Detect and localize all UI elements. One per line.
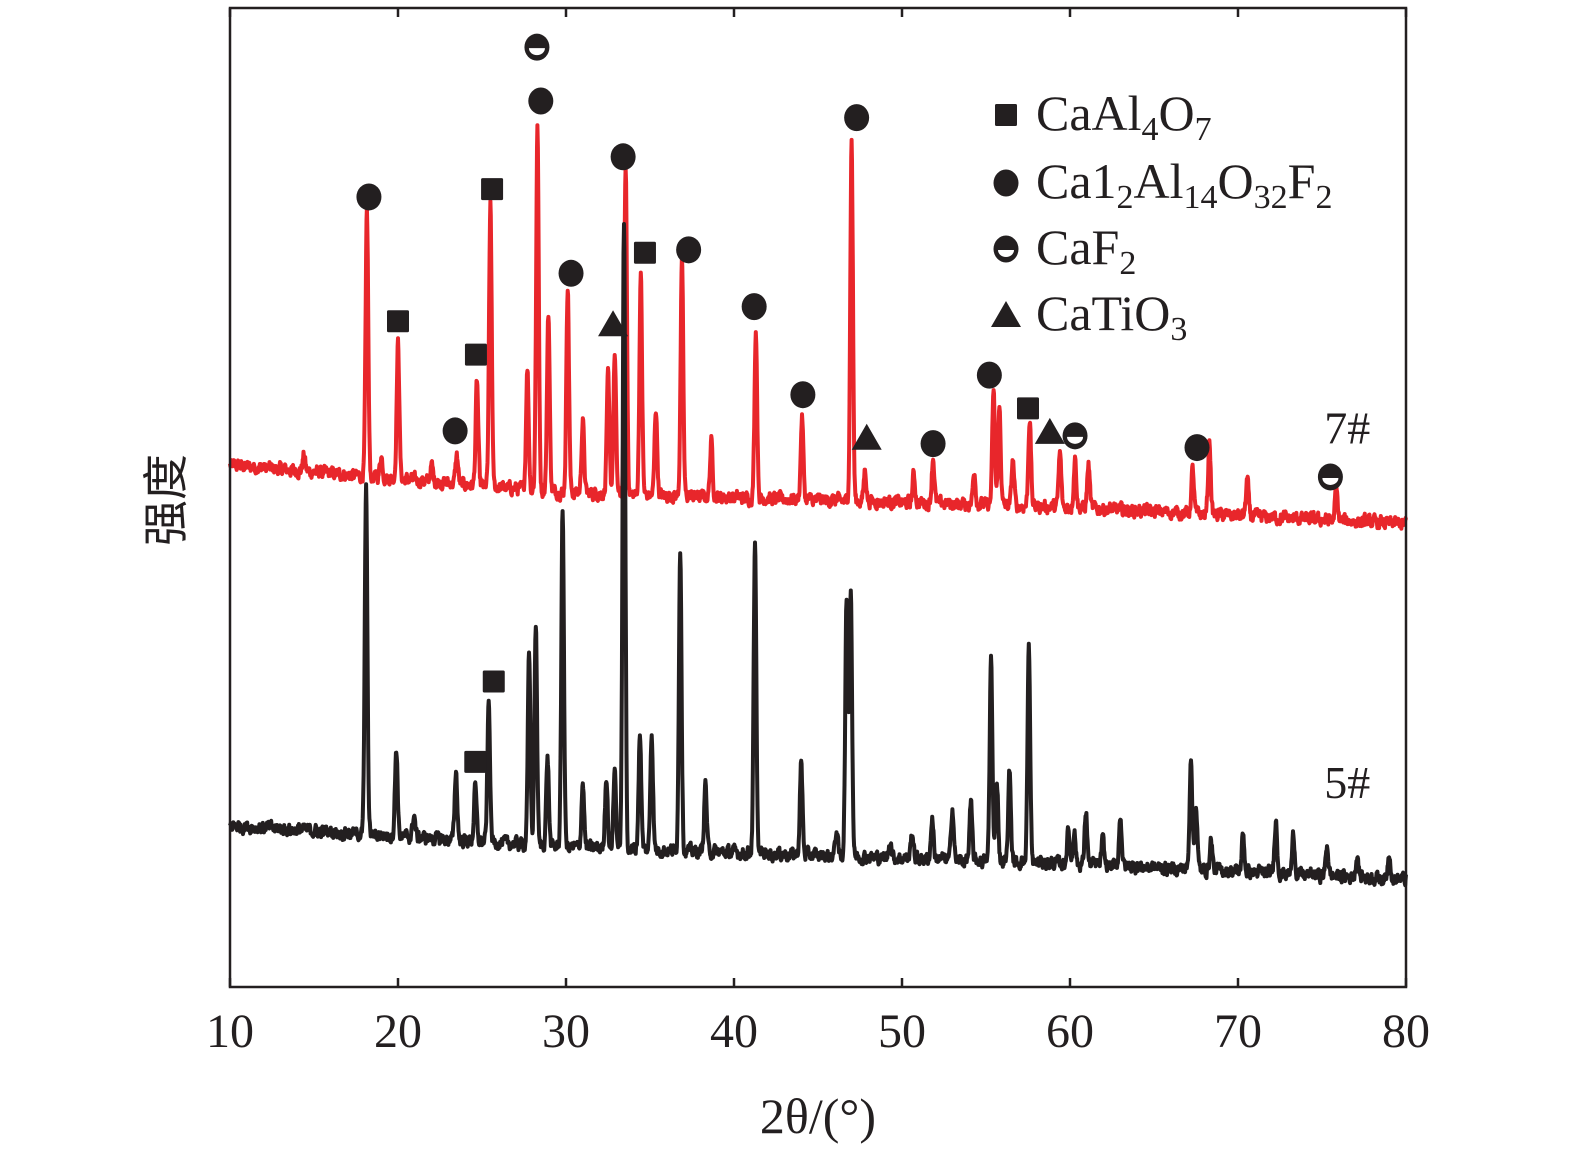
- phase-square-marker: [482, 670, 505, 693]
- x-axis: 10 20 30 40 50 60 70 80: [206, 8, 1430, 1058]
- series-line-5: [228, 222, 1408, 888]
- x-tick-label: 20: [374, 1005, 422, 1058]
- series-labels: 7# 5#: [1324, 403, 1370, 808]
- legend-item: CaAl4O7: [995, 85, 1212, 148]
- phase-circle-marker: [442, 417, 468, 445]
- x-tick-label: 40: [710, 1005, 758, 1058]
- series-label: 5#: [1324, 757, 1370, 808]
- legend-label: Ca12Al14O32F2: [1036, 153, 1332, 216]
- phase-square-marker: [464, 750, 487, 773]
- phase-circle-marker: [558, 259, 584, 287]
- x-tick-label: 10: [206, 1005, 254, 1058]
- phase-half-circle-marker: [1317, 463, 1343, 491]
- legend-label: CaF2: [1036, 219, 1136, 282]
- marker-layer: [356, 33, 1343, 773]
- phase-circle-marker: [1184, 434, 1210, 462]
- series-layer: [228, 123, 1408, 888]
- phase-circle-marker: [920, 430, 946, 458]
- phase-triangle-marker: [851, 423, 882, 450]
- x-tick-label: 60: [1046, 1005, 1094, 1058]
- legend-item: CaF2: [993, 219, 1136, 282]
- x-tick-label: 70: [1214, 1005, 1262, 1058]
- legend-square-marker: [995, 104, 1017, 126]
- legend-half-circle-marker: [993, 235, 1019, 263]
- phase-circle-marker: [741, 293, 767, 321]
- phase-circle-marker: [976, 361, 1002, 389]
- phase-triangle-marker: [598, 310, 629, 337]
- phase-circle-marker: [610, 143, 636, 171]
- legend-item: Ca12Al14O32F2: [993, 153, 1332, 216]
- legend-triangle-marker: [991, 301, 1021, 327]
- series-line-7: [228, 123, 1408, 531]
- y-axis-label: 强度: [139, 454, 193, 546]
- phase-square-marker: [1017, 397, 1039, 420]
- x-tick-label: 80: [1382, 1005, 1430, 1058]
- phase-half-circle-marker: [524, 33, 550, 61]
- phase-square-marker: [387, 310, 409, 333]
- legend-item: CaTiO3: [991, 285, 1187, 348]
- phase-square-marker: [633, 241, 656, 264]
- phase-triangle-marker: [1034, 417, 1065, 444]
- plot-frame: [228, 6, 1408, 989]
- phase-square-marker: [464, 343, 487, 366]
- series-label: 7#: [1324, 403, 1370, 454]
- phase-circle-marker: [844, 104, 870, 132]
- legend-circle-marker: [993, 169, 1019, 197]
- legend-label: CaAl4O7: [1036, 85, 1212, 148]
- phase-circle-marker: [356, 183, 382, 211]
- x-tick-label: 30: [542, 1005, 590, 1058]
- phase-circle-marker: [790, 381, 816, 409]
- x-tick-label: 50: [878, 1005, 926, 1058]
- legend-label: CaTiO3: [1036, 285, 1187, 348]
- phase-half-circle-marker: [1062, 422, 1088, 450]
- phase-circle-marker: [528, 87, 554, 115]
- phase-circle-marker: [676, 236, 702, 264]
- x-axis-label: 2θ/(°): [760, 1088, 876, 1144]
- phase-square-marker: [481, 178, 504, 201]
